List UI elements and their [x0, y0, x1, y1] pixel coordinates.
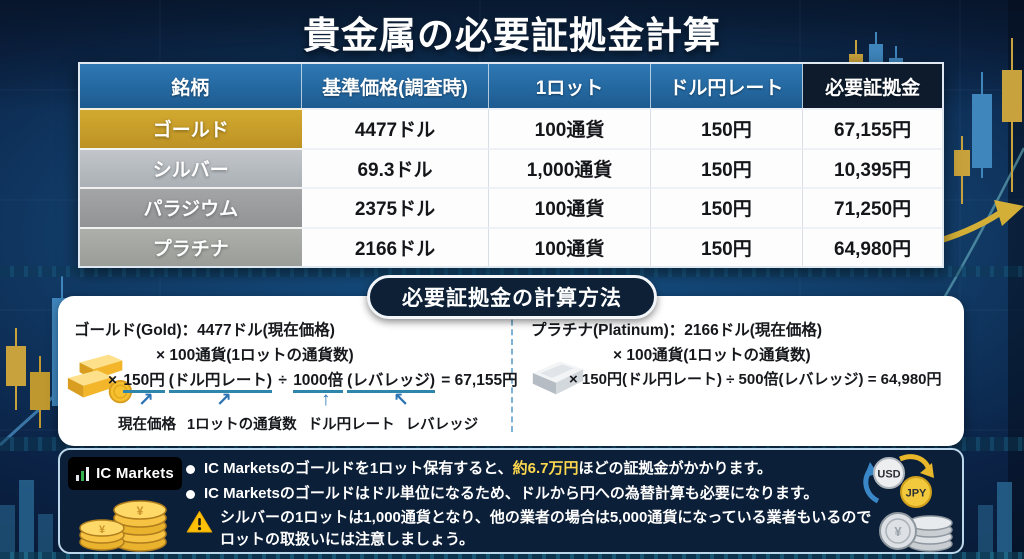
palladium-lot: 100通貨: [489, 187, 651, 227]
calc-method-box: ゴールド(Gold)：4477ドル(現在価格) × 100通貨(1ロットの通貨数…: [58, 296, 964, 446]
silver-lot: 1,000通貨: [489, 147, 651, 187]
gold-formula-line3: × 150円 (ドル円レート) ÷ 1000倍 (レバレッジ) = 67,155円: [108, 368, 518, 393]
palladium-rate: 150円: [650, 187, 804, 227]
palladium-margin: 71,250円: [803, 187, 942, 227]
row-label-platinum: プラチナ: [80, 226, 302, 266]
silver-coins-icon: ¥: [874, 502, 956, 552]
warning-text: シルバーの1ロットは1,000通貨となり、他の業者の場合は5,000通貨になって…: [220, 509, 872, 548]
label-current-price: 現在価格: [118, 417, 176, 433]
platinum-formula-line3: × 150円(ドル円レート) ÷ 500倍(レバレッジ) = 64,980円: [569, 371, 942, 388]
gold-formula-line2: × 100通貨(1ロットの通貨数): [156, 347, 354, 364]
label-leverage: レバレッジ: [405, 417, 479, 433]
ic-markets-note-box: IC Markets ¥ ¥ IC: [58, 448, 964, 554]
svg-text:¥: ¥: [99, 524, 106, 536]
row-label-silver: シルバー: [80, 147, 302, 187]
platinum-calc-panel: プラチナ(Platinum)：2166ドル(現在価格) × 100通貨(1ロット…: [513, 296, 964, 446]
platinum-formula-line2: × 100通貨(1ロットの通貨数): [613, 347, 811, 364]
note-item-1: IC Marketsのゴールドを1ロット保有すると、約6.7万円ほどの証拠金がか…: [186, 457, 906, 480]
table-header-row: 銘柄 基準価格(調査時) 1ロット ドル円レート 必要証拠金: [80, 64, 942, 108]
note-text-1: IC Marketsのゴールドを1ロット保有すると、約6.7万円ほどの証拠金がか…: [204, 460, 772, 477]
up-left-arrow-icon: ↖: [393, 390, 409, 411]
platinum-bar-icon: [527, 354, 589, 398]
page-title: 貴金属の必要証拠金計算: [303, 15, 721, 56]
table-row-platinum: プラチナ 2166ドル 100通貨 150円 64,980円: [80, 226, 942, 266]
formula-part-labels: 現在価格 1ロットの通貨数 ドル円レート レバレッジ: [118, 413, 478, 434]
up-arrow-icon: ↑: [321, 389, 331, 410]
bar-chart-icon: [76, 467, 90, 481]
platinum-lot: 100通貨: [489, 226, 651, 266]
silver-margin: 10,395円: [803, 147, 942, 187]
gold-coins-icon: ¥ ¥: [78, 490, 182, 552]
calc-method-badge: 必要証拠金の計算方法: [367, 275, 657, 319]
gold-lot: 100通貨: [489, 108, 651, 148]
warning-triangle-icon: [186, 510, 213, 534]
highlight-amount: 約6.7万円: [512, 460, 579, 477]
silver-base-price: 69.3ドル: [301, 147, 490, 187]
svg-text:JPY: JPY: [906, 488, 927, 500]
label-lot-currency: 1ロットの通貨数: [187, 417, 297, 433]
warning-item: シルバーの1ロットは1,000通貨となり、他の業者の場合は5,000通貨になって…: [186, 507, 906, 551]
striped-band-top: [0, 266, 1024, 277]
col-header-lot: 1ロット: [489, 64, 651, 108]
usd-jpy-exchange-icon: USD JPY: [856, 451, 944, 509]
svg-text:¥: ¥: [137, 504, 144, 518]
col-header-required-margin: 必要証拠金: [803, 64, 942, 108]
col-header-usdjpy-rate: ドル円レート: [650, 64, 804, 108]
notes-list: IC Marketsのゴールドを1ロット保有すると、約6.7万円ほどの証拠金がか…: [186, 457, 906, 551]
row-label-palladium: パラジウム: [80, 187, 302, 227]
gold-rate: 150円: [650, 108, 804, 148]
row-label-gold: ゴールド: [80, 108, 302, 148]
table-row-palladium: パラジウム 2375ドル 100通貨 150円 71,250円: [80, 187, 942, 227]
dashed-divider: [511, 310, 513, 432]
palladium-base-price: 2375ドル: [301, 187, 490, 227]
platinum-base-price: 2166ドル: [301, 226, 490, 266]
platinum-margin: 64,980円: [803, 226, 942, 266]
bullet-icon: [186, 465, 195, 474]
gold-base-price: 4477ドル: [301, 108, 490, 148]
gold-margin: 67,155円: [803, 108, 942, 148]
platinum-rate: 150円: [650, 226, 804, 266]
ic-markets-logo-text: IC Markets: [96, 465, 174, 482]
platinum-formula-line1: プラチナ(Platinum)：2166ドル(現在価格): [531, 322, 823, 339]
ic-markets-logo: IC Markets: [68, 457, 182, 490]
margin-table: 銘柄 基準価格(調査時) 1ロット ドル円レート 必要証拠金 ゴールド 4477…: [78, 62, 944, 268]
gold-calc-panel: ゴールド(Gold)：4477ドル(現在価格) × 100通貨(1ロットの通貨数…: [58, 296, 518, 446]
svg-text:USD: USD: [877, 469, 900, 481]
up-right-arrow-icon: ↗: [216, 390, 232, 411]
table-row-silver: シルバー 69.3ドル 1,000通貨 150円 10,395円: [80, 147, 942, 187]
note-item-2: IC Marketsのゴールドはドル単位になるため、ドルから円への為替計算も必要…: [186, 482, 906, 505]
bullet-icon: [186, 490, 195, 499]
striped-band-bottom: [0, 552, 1024, 559]
silver-rate: 150円: [650, 147, 804, 187]
col-header-symbol: 銘柄: [80, 64, 302, 108]
gold-formula-line1: ゴールド(Gold)：4477ドル(現在価格): [74, 322, 335, 339]
table-row-gold: ゴールド 4477ドル 100通貨 150円 67,155円: [80, 108, 942, 148]
up-right-arrow-icon: ↗: [138, 390, 154, 411]
col-header-base-price: 基準価格(調査時): [301, 64, 490, 108]
label-usdjpy-rate: ドル円レート: [307, 417, 395, 433]
svg-text:¥: ¥: [894, 524, 902, 539]
note-text-2: IC Marketsのゴールドはドル単位になるため、ドルから円への為替計算も必要…: [204, 485, 819, 502]
